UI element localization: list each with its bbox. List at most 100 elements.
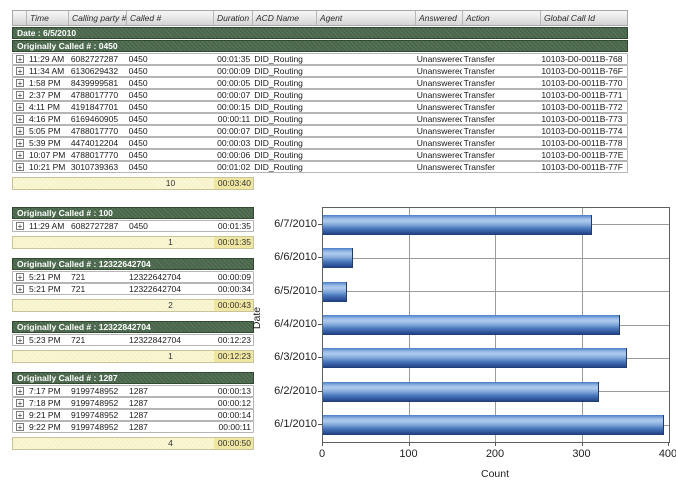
originally-called-group-header: Originally Called # : 12322842704 [12, 321, 254, 333]
cell-answered: Unanswered [416, 150, 462, 160]
group-count: 4 [168, 438, 173, 448]
cell-time: 9:22 PM [29, 422, 61, 432]
expand-cell: + [13, 410, 27, 420]
cell-global_call_id: 10103-D0-0011B-768 [541, 54, 623, 64]
x-tick-label: 0 [318, 448, 326, 460]
expand-button[interactable]: + [15, 151, 24, 160]
bar [323, 348, 627, 369]
group-count: 1 [168, 351, 173, 361]
expand-button[interactable]: + [16, 336, 24, 345]
cell-time: 10:07 PM [28, 150, 66, 160]
expand-button[interactable]: + [15, 55, 24, 64]
column-header-Time: Time [27, 11, 69, 25]
summary-spacer [13, 178, 127, 189]
cell-agent [316, 78, 415, 88]
cell-action: Transfer [463, 114, 495, 124]
expand-button[interactable]: + [15, 67, 24, 76]
cell-called: 0450 [128, 66, 148, 76]
table-row: +10:07 PM 4788017770 0450 00:00:06 DID_Routi… [12, 149, 628, 161]
table-row: +5:21 PM 721 12322642704 00:00:34 [12, 283, 254, 295]
y-axis-tick [318, 223, 322, 225]
bar [323, 415, 664, 436]
expand-button[interactable]: + [15, 139, 24, 148]
expand-button[interactable]: + [16, 273, 24, 282]
expand-button[interactable]: + [16, 222, 24, 231]
cell-global_call_id: 10103-D0-0011B-77F [541, 162, 623, 172]
cell-calling_party: 6169460905 [70, 114, 119, 124]
summary-spacer [13, 351, 127, 362]
category-label: 6/4/2010 [274, 318, 317, 330]
expand-button[interactable]: + [15, 79, 24, 88]
cell-action: Transfer [463, 162, 495, 172]
cell-duration: 00:00:34 [217, 284, 251, 294]
calls-by-date-chart: Date Count 0 100 200 300 400 6/7/2010 6/6/2010… [251, 200, 676, 485]
expand-button[interactable]: + [15, 115, 24, 124]
expand-button[interactable]: + [16, 285, 24, 294]
cell-agent [316, 66, 415, 76]
cell-global_call_id: 10103-D0-0011B-774 [541, 126, 623, 136]
column-header-ACD Name: ACD Name [253, 11, 317, 25]
y-axis-tick [318, 257, 322, 259]
cell-acd_name: DID_Routing [254, 54, 303, 64]
table-row: +10:21 PM 3010739363 0450 00:01:02 DID_Routi… [12, 161, 628, 173]
table-row: +11:29 AM 6082727287 0450 00:01:35 [12, 220, 254, 232]
expand-button[interactable]: + [15, 127, 24, 136]
bar [323, 281, 348, 302]
cell-global_call_id: 10103-D0-0011B-771 [541, 90, 623, 100]
x-axis-tick [322, 442, 323, 446]
cell-agent [316, 162, 415, 172]
cell-calling_party: 721 [71, 284, 86, 294]
cell-called: 0450 [128, 126, 148, 136]
expand-cell: + [13, 272, 27, 282]
group-summary-row: 2 00:00:43 [12, 299, 254, 312]
cell-called: 0450 [128, 54, 148, 64]
category-gridline [323, 291, 669, 293]
group-summary-row: 1 00:01:35 [12, 236, 254, 249]
expand-button[interactable]: + [16, 411, 24, 420]
cell-agent [316, 126, 415, 136]
expand-cell: + [13, 138, 27, 148]
cell-answered: Unanswered [416, 126, 462, 136]
cell-calling_party: 6082727287 [71, 221, 119, 231]
cell-called: 1287 [129, 410, 148, 420]
table-row: +7:18 PM 9199748952 1287 00:00:12 [12, 397, 254, 409]
cell-agent [316, 90, 415, 100]
group-summary-row: 4 00:00:50 [12, 437, 254, 450]
expand-button[interactable]: + [15, 163, 24, 172]
x-tick-label: 100 [399, 448, 418, 460]
cell-called: 12322642704 [129, 272, 182, 282]
cell-calling_party: 4788017770 [70, 150, 119, 160]
cell-duration: 00:00:15 [217, 102, 251, 112]
group-total-duration: 00:01:35 [214, 237, 253, 248]
expand-button[interactable]: + [16, 399, 24, 408]
summary-spacer [13, 300, 127, 311]
expand-button[interactable]: + [16, 423, 24, 432]
expand-button[interactable]: + [16, 387, 24, 396]
cell-called: 1287 [129, 398, 148, 408]
cell-action: Transfer [463, 150, 495, 160]
bar [323, 214, 593, 235]
group-total-duration: 00:03:40 [214, 178, 253, 189]
cell-global_call_id: 10103-D0-0011B-76F [541, 66, 623, 76]
cell-called: 12322842704 [129, 335, 182, 345]
x-axis-tick [581, 442, 583, 446]
cell-acd_name: DID_Routing [254, 162, 303, 172]
cell-calling_party: 4474012204 [70, 138, 119, 148]
expand-cell: + [13, 335, 27, 345]
cell-action: Transfer [463, 102, 495, 112]
cell-duration: 00:00:14 [217, 410, 251, 420]
summary-spacer [13, 237, 127, 248]
cell-calling_party: 9199748952 [71, 422, 119, 432]
expand-button[interactable]: + [15, 91, 24, 100]
cell-called: 0450 [128, 162, 148, 172]
cell-duration: 00:00:07 [217, 126, 251, 136]
cell-duration: 00:00:11 [217, 114, 251, 124]
category-label: 6/3/2010 [274, 351, 317, 364]
expand-button[interactable]: + [15, 103, 24, 112]
category-label: 6/6/2010 [274, 251, 317, 264]
cell-time: 11:29 AM [29, 221, 65, 231]
cell-global_call_id: 10103-D0-0011B-770 [541, 78, 623, 88]
cell-calling_party: 4788017770 [70, 126, 119, 136]
table-row: +5:05 PM 4788017770 0450 00:00:07 DID_Routin… [12, 125, 628, 137]
